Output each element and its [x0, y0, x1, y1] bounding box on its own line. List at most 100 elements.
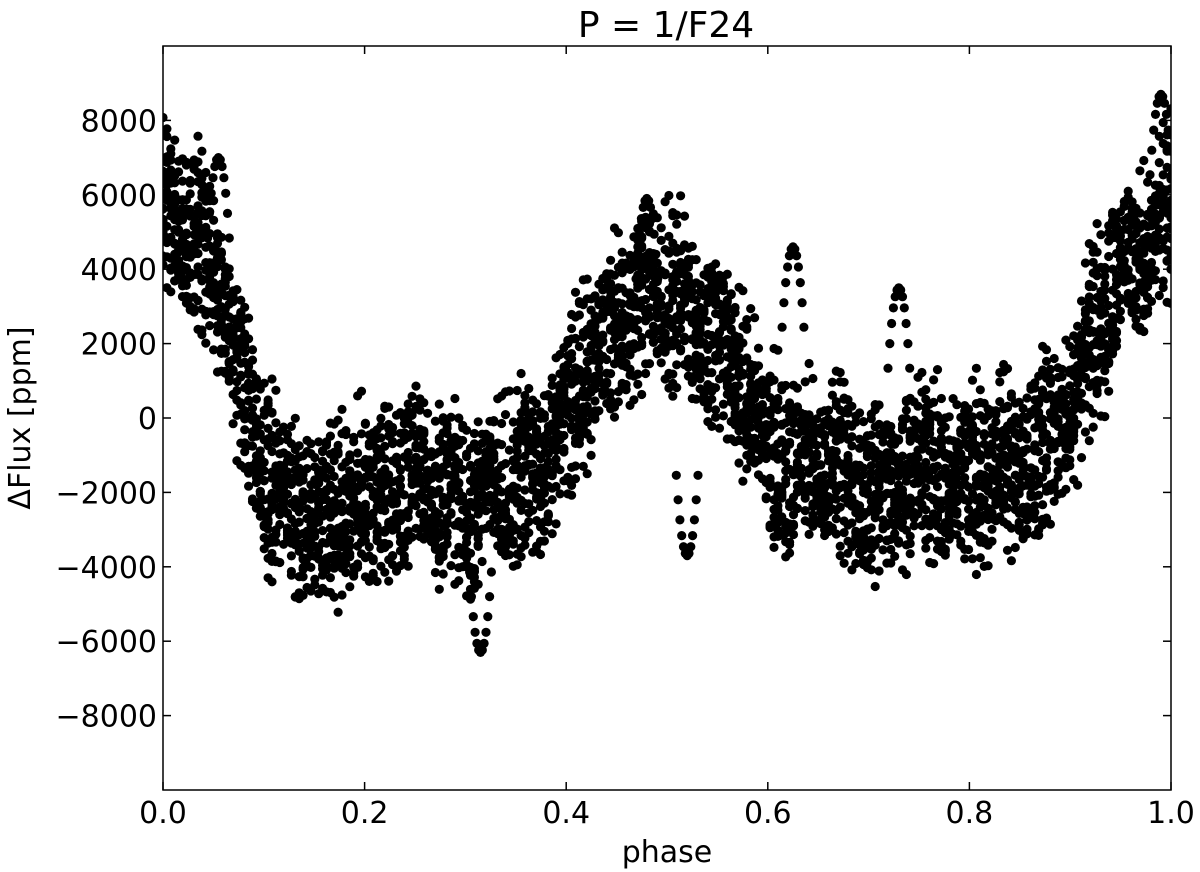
data-point: [244, 396, 254, 406]
data-point: [578, 371, 588, 382]
data-point: [964, 414, 974, 424]
data-point: [446, 494, 456, 504]
data-point: [668, 391, 678, 401]
data-point: [419, 455, 429, 465]
data-point: [804, 482, 814, 492]
data-point: [512, 385, 522, 396]
data-point: [765, 477, 775, 487]
data-point: [500, 498, 511, 508]
data-point: [399, 551, 409, 561]
data-point: [991, 417, 1001, 427]
data-point: [310, 475, 320, 485]
data-point: [446, 438, 456, 448]
data-point: [940, 518, 950, 528]
data-point: [450, 482, 460, 492]
data-point: [314, 502, 324, 513]
data-point: [504, 386, 514, 396]
feature-peak: [1145, 89, 1171, 180]
data-point: [512, 446, 522, 456]
y-tick-label: 8000: [81, 104, 157, 139]
data-point: [855, 511, 865, 521]
data-point: [306, 449, 316, 459]
data-point: [703, 399, 713, 409]
data-point: [244, 464, 254, 474]
data-point: [785, 537, 795, 547]
data-point: [578, 327, 588, 338]
data-point: [761, 421, 771, 431]
data-point: [376, 421, 386, 431]
data-point: [983, 411, 993, 421]
data-point: [333, 488, 343, 498]
data-point: [602, 269, 612, 279]
data-point: [430, 464, 440, 474]
data-point: [1111, 289, 1122, 299]
data-point: [1026, 492, 1036, 502]
data-point: [189, 219, 199, 229]
data-point: [1131, 293, 1141, 303]
data-point: [831, 514, 841, 524]
data-point: [672, 360, 682, 370]
data-point: [298, 538, 308, 548]
data-point: [586, 450, 596, 460]
data-point: [170, 192, 180, 202]
data-point: [1080, 427, 1090, 437]
data-point: [886, 558, 896, 568]
data-point: [473, 492, 483, 502]
data-point: [181, 160, 191, 170]
data-point: [823, 498, 834, 508]
data-point: [1049, 392, 1059, 403]
data-point: [804, 529, 814, 540]
data-point: [504, 514, 514, 524]
data-point: [679, 240, 690, 250]
data-point: [329, 563, 339, 573]
data-point: [411, 381, 421, 391]
data-point: [866, 468, 876, 478]
data-point: [567, 323, 577, 334]
data-point: [174, 272, 184, 282]
data-point: [489, 416, 499, 426]
data-point: [633, 302, 643, 312]
data-point: [220, 304, 230, 314]
data-point: [1123, 244, 1133, 254]
y-tick-label: −6000: [56, 625, 157, 660]
data-point: [535, 413, 546, 423]
data-point: [465, 487, 476, 497]
data-point: [983, 477, 993, 487]
data-point: [1092, 219, 1102, 229]
data-point: [629, 395, 639, 405]
data-point: [1061, 484, 1071, 494]
data-point: [446, 444, 456, 454]
data-point: [808, 439, 818, 449]
data-point: [1135, 238, 1145, 248]
y-tick-label: −4000: [56, 551, 157, 586]
data-point: [193, 157, 203, 167]
data-point: [438, 443, 448, 453]
data-point: [905, 549, 915, 559]
data-point: [835, 551, 845, 561]
data-point: [197, 224, 207, 234]
data-point: [932, 365, 943, 375]
data-point: [442, 428, 452, 439]
data-point: [232, 323, 242, 333]
data-point: [866, 474, 876, 485]
data-point: [1100, 279, 1110, 289]
data-point: [1143, 177, 1153, 187]
feature-dip: [671, 470, 703, 561]
data-point: [1150, 180, 1160, 190]
data-point: [1154, 233, 1164, 243]
data-point: [520, 540, 530, 550]
data-point: [1143, 222, 1153, 232]
data-point: [219, 173, 229, 183]
data-point: [831, 455, 841, 465]
data-point: [236, 399, 246, 409]
data-point: [1166, 196, 1171, 206]
data-point: [675, 515, 685, 525]
data-point: [703, 284, 713, 294]
data-point: [1080, 374, 1090, 384]
data-point: [209, 196, 219, 206]
data-point: [1154, 131, 1164, 141]
data-point: [1100, 377, 1110, 387]
data-point: [485, 470, 495, 480]
cycle-16: [163, 166, 1171, 573]
data-point: [730, 399, 740, 409]
